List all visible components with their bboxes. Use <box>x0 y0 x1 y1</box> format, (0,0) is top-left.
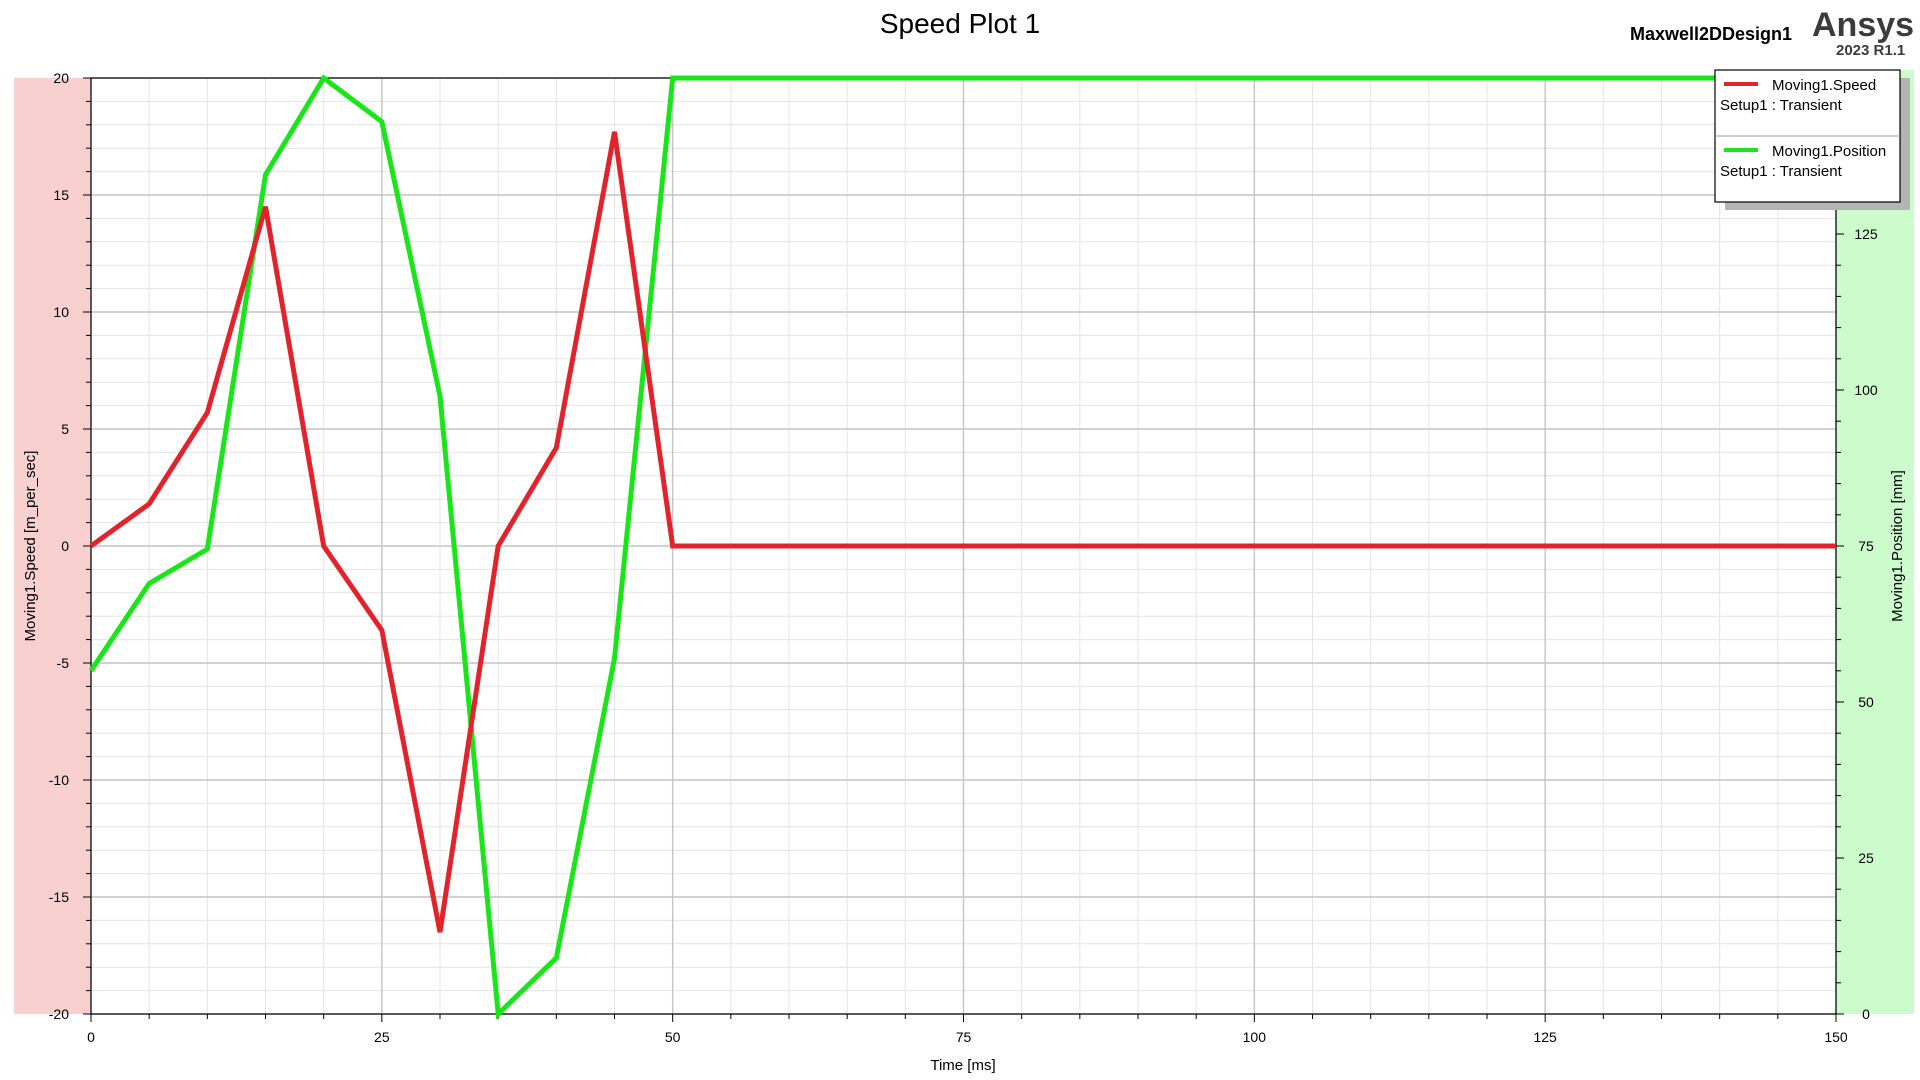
y2-tick-label: 0 <box>1862 1006 1870 1022</box>
x-tick-label: 0 <box>87 1029 95 1045</box>
y-tick-label: -20 <box>49 1006 69 1022</box>
x-tick-label: 75 <box>956 1029 972 1045</box>
axis-ticks <box>83 77 1844 1022</box>
legend-label-speed: Moving1.Speed <box>1772 77 1876 94</box>
version-label: 2023 R1.1 <box>1836 42 1906 59</box>
position-series-line <box>88 74 1836 1020</box>
x-tick-label: 25 <box>374 1029 390 1045</box>
left-axis-band <box>14 78 91 1014</box>
speed-series-line <box>89 131 1836 933</box>
x-axis-title: Time [ms] <box>930 1057 995 1074</box>
y-tick-label: 15 <box>53 187 69 203</box>
x-tick-labels: 0 25 50 75 100 125 150 <box>87 1029 1848 1045</box>
y2-tick-label: 50 <box>1858 694 1874 710</box>
y-axis-title: Moving1.Speed [m_per_sec] <box>22 451 39 642</box>
y-tick-labels: -20 -15 -10 -5 0 5 10 15 20 <box>49 70 69 1022</box>
y2-tick-label: 25 <box>1858 850 1874 866</box>
legend-label-position: Moving1.Position <box>1772 143 1886 160</box>
legend-sublabel-speed: Setup1 : Transient <box>1720 97 1843 114</box>
x-tick-label: 125 <box>1533 1029 1557 1045</box>
y2-axis-title: Moving1.Position [mm] <box>1889 470 1906 622</box>
x-tick-label: 150 <box>1824 1029 1848 1045</box>
y-tick-label: 10 <box>53 304 69 320</box>
y-tick-label: -15 <box>49 889 69 905</box>
y-tick-label: 0 <box>61 538 69 554</box>
legend-sublabel-position: Setup1 : Transient <box>1720 163 1843 180</box>
y-tick-label: 5 <box>61 421 69 437</box>
x-tick-label: 100 <box>1243 1029 1267 1045</box>
y2-tick-label: 125 <box>1854 226 1878 242</box>
x-tick-label: 50 <box>665 1029 681 1045</box>
brand-logo: Ansys <box>1812 6 1915 44</box>
y-tick-label: 20 <box>53 70 69 86</box>
right-axis-band <box>1836 70 1914 1014</box>
y2-tick-label: 75 <box>1858 538 1874 554</box>
design-name: Maxwell2DDesign1 <box>1630 24 1793 44</box>
plot-title: Speed Plot 1 <box>879 8 1041 39</box>
legend: Moving1.Speed Setup1 : Transient Moving1… <box>1714 69 1910 210</box>
y2-tick-label: 100 <box>1854 382 1878 398</box>
series-layer <box>88 74 1836 1020</box>
y-tick-label: -10 <box>49 772 69 788</box>
y-tick-label: -5 <box>57 655 70 671</box>
y2-tick-labels: 0 25 50 75 100 125 <box>1854 226 1878 1022</box>
